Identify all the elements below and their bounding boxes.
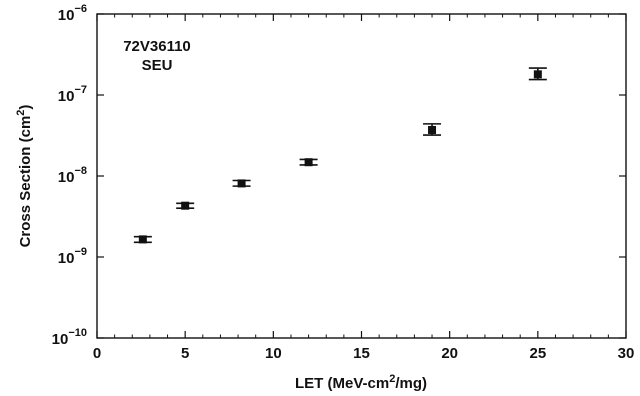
data-points [133, 67, 547, 244]
x-tick-label: 25 [529, 345, 546, 362]
point-marker [181, 201, 190, 210]
point-marker [533, 70, 542, 79]
x-tick-label: 10 [265, 345, 282, 362]
x-tick-label: 0 [93, 345, 101, 362]
data-point [133, 235, 152, 244]
point-marker [138, 235, 147, 244]
point-marker [237, 179, 246, 188]
x-tick-label: 20 [441, 345, 458, 362]
y-tick-label: 10−7 [58, 84, 87, 105]
y-tick-label: 10−6 [58, 3, 87, 24]
data-point [423, 123, 442, 136]
device-label: 72V36110 [123, 38, 191, 55]
x-axis-ticks: 0 5 10 15 20 25 30 [93, 14, 635, 362]
y-tick-label: 10−8 [58, 165, 87, 186]
data-point [232, 179, 251, 188]
y-axis-title: Cross Section (cm2) [15, 105, 34, 248]
data-point [528, 67, 547, 81]
data-point [299, 158, 318, 167]
y-tick-label: 10−9 [58, 246, 87, 267]
x-axis-title: LET (MeV-cm2/mg) [295, 373, 427, 392]
data-point [176, 201, 195, 210]
y-axis-ticks: 10−10 10−9 10−8 10−7 10−6 [52, 3, 626, 348]
x-tick-label: 30 [618, 345, 635, 362]
plot-frame [96, 13, 627, 339]
y-tick-label: 10−10 [52, 327, 87, 348]
x-tick-label: 5 [181, 345, 189, 362]
point-marker [304, 158, 313, 167]
x-tick-label: 15 [353, 345, 370, 362]
test-type-label: SEU [142, 57, 173, 74]
point-marker [428, 125, 437, 134]
